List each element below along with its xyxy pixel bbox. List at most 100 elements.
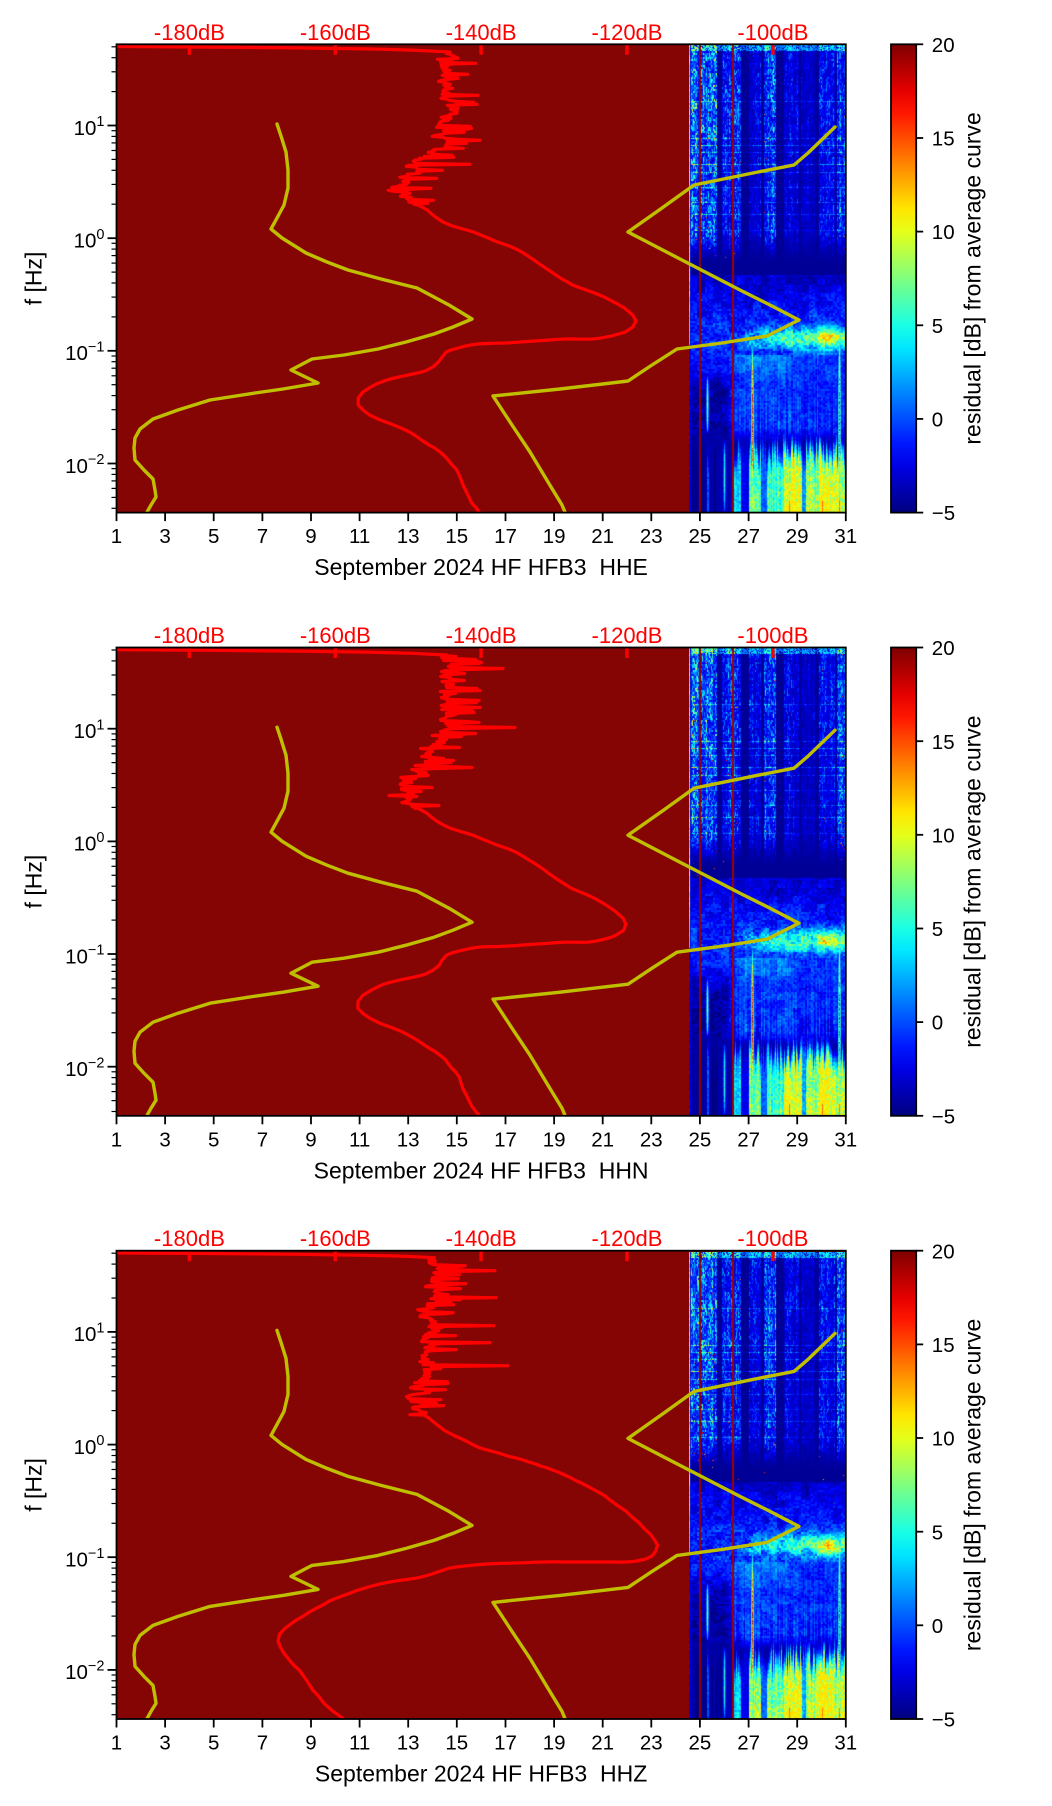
svg-text:15: 15 xyxy=(445,1732,468,1755)
svg-text:-120dB: -120dB xyxy=(592,623,663,648)
svg-text:10−2: 10−2 xyxy=(65,452,104,478)
svg-text:11: 11 xyxy=(349,525,370,548)
svg-text:17: 17 xyxy=(494,525,517,548)
svg-text:31: 31 xyxy=(834,1128,857,1151)
svg-text:100: 100 xyxy=(74,1433,105,1459)
svg-text:100: 100 xyxy=(74,830,105,856)
svg-text:25: 25 xyxy=(688,1732,711,1755)
svg-text:0: 0 xyxy=(932,1615,943,1638)
svg-text:25: 25 xyxy=(688,1128,711,1151)
svg-text:5: 5 xyxy=(208,1732,219,1755)
svg-text:-160dB: -160dB xyxy=(300,623,371,648)
svg-text:−5: −5 xyxy=(932,502,955,525)
svg-text:10: 10 xyxy=(932,221,955,244)
svg-text:-180dB: -180dB xyxy=(154,1226,225,1251)
svg-text:15: 15 xyxy=(932,731,955,754)
svg-text:25: 25 xyxy=(688,525,711,548)
svg-text:5: 5 xyxy=(932,1521,943,1544)
svg-text:1: 1 xyxy=(111,525,122,548)
svg-text:-120dB: -120dB xyxy=(592,1226,663,1251)
svg-text:7: 7 xyxy=(257,1732,268,1755)
svg-text:0: 0 xyxy=(932,1012,943,1035)
svg-text:19: 19 xyxy=(543,1128,566,1151)
svg-text:f [Hz]: f [Hz] xyxy=(21,1458,47,1512)
svg-text:17: 17 xyxy=(494,1732,517,1755)
svg-text:23: 23 xyxy=(640,1732,663,1755)
svg-text:27: 27 xyxy=(737,1732,760,1755)
svg-text:21: 21 xyxy=(591,1128,614,1151)
svg-text:20: 20 xyxy=(932,637,955,660)
svg-text:f [Hz]: f [Hz] xyxy=(21,855,47,909)
svg-text:0: 0 xyxy=(932,409,943,432)
svg-text:-180dB: -180dB xyxy=(154,20,225,45)
svg-text:September 2024 HF HFB3 HHZ: September 2024 HF HFB3 HHZ xyxy=(315,1761,647,1787)
svg-text:15: 15 xyxy=(445,525,468,548)
svg-text:23: 23 xyxy=(640,1128,663,1151)
svg-text:-180dB: -180dB xyxy=(154,623,225,648)
svg-text:9: 9 xyxy=(305,1128,316,1151)
svg-text:September 2024 HF HFB3 HHN: September 2024 HF HFB3 HHN xyxy=(314,1157,649,1183)
svg-text:September 2024 HF HFB3 HHE: September 2024 HF HFB3 HHE xyxy=(314,554,648,580)
svg-text:-120dB: -120dB xyxy=(592,20,663,45)
svg-text:101: 101 xyxy=(74,1321,105,1347)
svg-text:10: 10 xyxy=(932,1428,955,1451)
svg-text:5: 5 xyxy=(932,918,943,941)
svg-text:-140dB: -140dB xyxy=(446,623,517,648)
svg-text:9: 9 xyxy=(305,1732,316,1755)
svg-text:15: 15 xyxy=(445,1128,468,1151)
svg-text:-100dB: -100dB xyxy=(737,20,808,45)
svg-text:−5: −5 xyxy=(932,1105,955,1128)
svg-text:5: 5 xyxy=(208,525,219,548)
svg-text:3: 3 xyxy=(159,525,170,548)
svg-text:-160dB: -160dB xyxy=(300,1226,371,1251)
svg-text:7: 7 xyxy=(257,1128,268,1151)
svg-text:29: 29 xyxy=(786,1732,809,1755)
svg-text:15: 15 xyxy=(932,1334,955,1357)
svg-text:19: 19 xyxy=(543,1732,566,1755)
svg-text:-140dB: -140dB xyxy=(446,20,517,45)
svg-text:residual [dB] from average cur: residual [dB] from average curve xyxy=(960,1319,986,1651)
svg-text:11: 11 xyxy=(349,1128,370,1151)
svg-text:11: 11 xyxy=(349,1732,370,1755)
svg-text:10−2: 10−2 xyxy=(65,1055,104,1081)
svg-text:1: 1 xyxy=(111,1732,122,1755)
svg-text:20: 20 xyxy=(932,1240,955,1263)
svg-text:10−2: 10−2 xyxy=(65,1659,104,1685)
svg-text:3: 3 xyxy=(159,1732,170,1755)
svg-text:10: 10 xyxy=(932,824,955,847)
svg-text:101: 101 xyxy=(74,114,105,140)
svg-text:20: 20 xyxy=(932,34,955,57)
svg-text:27: 27 xyxy=(737,525,760,548)
svg-text:5: 5 xyxy=(208,1128,219,1151)
svg-text:29: 29 xyxy=(786,525,809,548)
svg-text:31: 31 xyxy=(834,1732,857,1755)
svg-text:-100dB: -100dB xyxy=(737,623,808,648)
svg-text:1: 1 xyxy=(111,1128,122,1151)
svg-text:17: 17 xyxy=(494,1128,517,1151)
svg-text:101: 101 xyxy=(74,717,105,743)
svg-text:10−1: 10−1 xyxy=(65,1546,104,1572)
svg-text:21: 21 xyxy=(591,525,614,548)
svg-text:7: 7 xyxy=(257,525,268,548)
svg-text:15: 15 xyxy=(932,128,955,151)
svg-text:-100dB: -100dB xyxy=(737,1226,808,1251)
svg-text:13: 13 xyxy=(397,525,420,548)
svg-text:−5: −5 xyxy=(932,1709,955,1732)
svg-text:21: 21 xyxy=(591,1732,614,1755)
svg-text:f [Hz]: f [Hz] xyxy=(21,252,47,306)
svg-text:13: 13 xyxy=(397,1128,420,1151)
svg-text:13: 13 xyxy=(397,1732,420,1755)
svg-text:29: 29 xyxy=(786,1128,809,1151)
svg-text:10−1: 10−1 xyxy=(65,943,104,969)
svg-text:5: 5 xyxy=(932,315,943,338)
svg-text:-140dB: -140dB xyxy=(446,1226,517,1251)
svg-text:3: 3 xyxy=(159,1128,170,1151)
svg-text:-160dB: -160dB xyxy=(300,20,371,45)
svg-text:31: 31 xyxy=(834,525,857,548)
svg-text:27: 27 xyxy=(737,1128,760,1151)
svg-text:23: 23 xyxy=(640,525,663,548)
svg-text:19: 19 xyxy=(543,525,566,548)
svg-text:residual [dB] from average cur: residual [dB] from average curve xyxy=(960,112,986,444)
svg-text:100: 100 xyxy=(74,227,105,253)
svg-text:residual [dB] from average cur: residual [dB] from average curve xyxy=(960,715,986,1047)
